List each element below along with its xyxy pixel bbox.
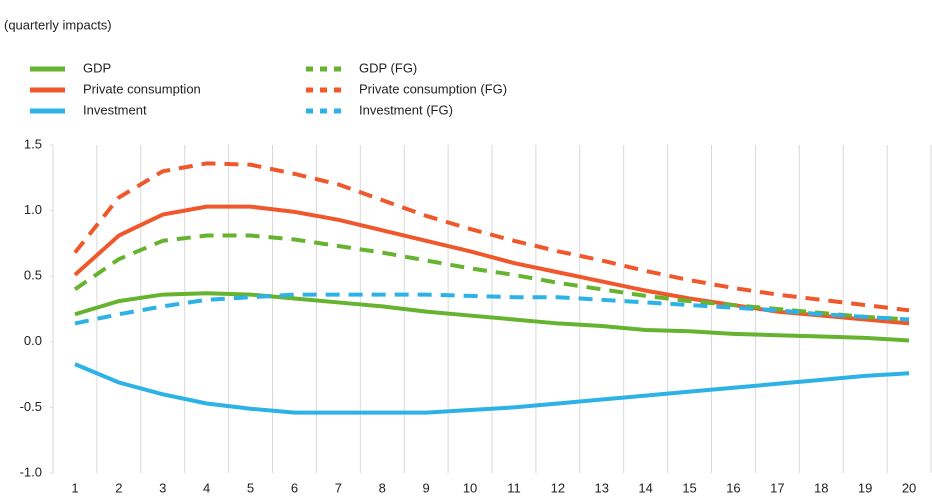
x-tick-label: 2 <box>115 480 122 495</box>
x-tick-label: 19 <box>858 480 872 495</box>
series-line <box>73 161 910 313</box>
y-tick-label: 0.0 <box>24 333 42 348</box>
y-tick-label: -1.0 <box>20 464 42 479</box>
legend-label: GDP (FG) <box>359 60 417 75</box>
series-line <box>74 291 910 343</box>
series-line <box>74 362 910 415</box>
x-tick-label: 8 <box>379 480 386 495</box>
x-tick-label: 14 <box>638 480 652 495</box>
x-tick-label: 16 <box>726 480 740 495</box>
legend-label: GDP <box>83 60 111 75</box>
x-tick-label: 6 <box>291 480 298 495</box>
x-tick-label: 4 <box>203 480 210 495</box>
y-tick-label: 0.5 <box>24 268 42 283</box>
x-tick-label: 5 <box>247 480 254 495</box>
legend-label: Private consumption (FG) <box>359 81 507 96</box>
y-tick-label: 1.5 <box>24 136 42 151</box>
y-tick-label: 1.0 <box>24 202 42 217</box>
x-tick-label: 3 <box>159 480 166 495</box>
x-tick-label: 18 <box>814 480 828 495</box>
x-tick-label: 9 <box>423 480 430 495</box>
legend-label: Investment <box>83 102 147 117</box>
series-line <box>74 292 910 326</box>
x-tick-label: 15 <box>682 480 696 495</box>
x-tick-label: 20 <box>902 480 916 495</box>
chart-subtitle: (quarterly impacts) <box>4 17 112 32</box>
x-tick-label: 11 <box>507 480 521 495</box>
x-tick-label: 12 <box>551 480 565 495</box>
legend-label: Private consumption <box>83 81 201 96</box>
x-tick-label: 17 <box>770 480 784 495</box>
legend-label: Investment (FG) <box>359 102 453 117</box>
x-tick-label: 10 <box>463 480 477 495</box>
x-tick-label: 7 <box>335 480 342 495</box>
y-tick-label: -0.5 <box>20 399 42 414</box>
x-tick-label: 1 <box>71 480 78 495</box>
x-tick-label: 13 <box>595 480 609 495</box>
